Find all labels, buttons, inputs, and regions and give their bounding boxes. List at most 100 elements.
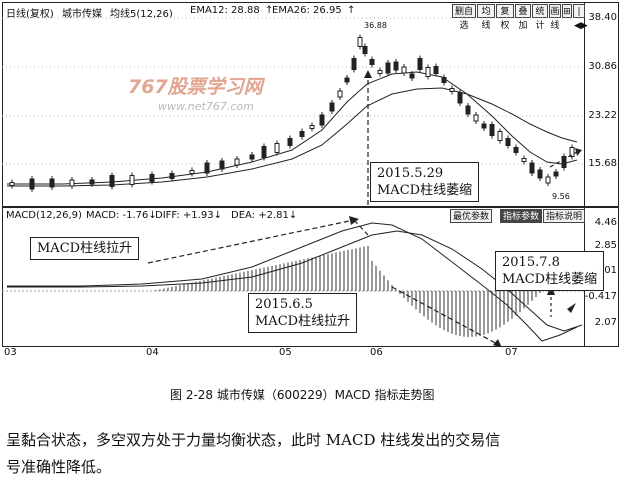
macd-axis: [585, 207, 619, 347]
candle-body: [545, 176, 551, 184]
candle-body: [261, 146, 267, 158]
price-high-label: 36.88: [364, 21, 387, 30]
candle-body: [561, 156, 567, 168]
macd-tick: 2.07: [594, 317, 617, 328]
callout-text: MACD柱线拉升: [37, 241, 133, 256]
arrow-head-up: [364, 70, 372, 78]
callout-2015-6-5: 2015.6.5 MACD柱线拉升: [248, 293, 358, 333]
candle-body: [433, 66, 439, 74]
paragraph-line: 号准确性降低。: [6, 458, 112, 476]
x-tick: 03: [4, 347, 17, 358]
candle-body: [287, 138, 293, 146]
candle-body: [513, 147, 519, 153]
candle-body: [457, 92, 463, 104]
macd-tick: 2.85: [594, 240, 617, 251]
candle-body: [569, 147, 575, 157]
candlestick-group: [9, 34, 575, 192]
indicator-help-button[interactable]: 指标说明: [543, 209, 585, 223]
candle-body: [189, 170, 195, 174]
price-panel: [2, 2, 585, 207]
watermark-url: www.net767.com: [158, 100, 254, 113]
ema12-value: EMA12: 28.88: [190, 5, 260, 16]
price-tick: 30.86: [588, 61, 617, 72]
callout-2015-5-29: 2015.5.29 MACD柱线萎缩: [370, 162, 480, 202]
candle-body: [521, 158, 527, 162]
toolbar-button-remove-favorite[interactable]: 删自选: [452, 4, 476, 31]
diff-line: [7, 222, 578, 342]
dashed-arrow-line: [549, 151, 578, 168]
arrow-head: [493, 339, 502, 347]
figure-caption: 图 2-28 城市传媒（600229）MACD 指标走势图: [170, 388, 435, 402]
candle-body: [481, 123, 487, 129]
candle-body: [219, 160, 225, 170]
candle-body: [49, 178, 55, 188]
candle-body: [149, 174, 155, 182]
callout-macd-rise-1: MACD柱线拉升: [30, 237, 140, 260]
optimal-params-button[interactable]: 最优参数: [450, 209, 492, 223]
candle-body: [351, 58, 357, 70]
candle-body: [417, 58, 423, 70]
candle-body: [401, 66, 407, 74]
chart-mode-label: 日线(复权): [6, 9, 54, 20]
candle-body: [309, 125, 315, 129]
dea-value: DEA: +2.81↓: [231, 210, 298, 221]
arrow-head: [575, 148, 582, 156]
toolbar-button-adjust[interactable]: 复权: [496, 4, 514, 31]
x-tick: 06: [370, 347, 383, 358]
dashed-arrow-line: [147, 219, 355, 264]
candle-body: [129, 175, 135, 185]
indicator-params-button[interactable]: 指标参数: [500, 209, 542, 223]
x-tick: 04: [146, 347, 159, 358]
diff-value: DIFF: +1.93↓: [155, 210, 222, 221]
candle-body: [449, 88, 455, 92]
callout-text: MACD柱线拉升: [255, 314, 351, 329]
candle-body: [465, 105, 471, 115]
ema26-line: [7, 87, 578, 187]
paragraph-line: 呈黏合状态，多空双方处于力量均衡状态，此时 MACD 柱线发出的交易信: [6, 431, 501, 449]
candle-body: [9, 182, 15, 186]
stock-name: 城市传媒: [62, 9, 102, 20]
candle-body: [249, 154, 255, 160]
candle-body: [329, 102, 335, 112]
candle-body: [69, 179, 75, 187]
price-axis: [585, 2, 619, 207]
macd-tick: 0.01: [594, 265, 617, 276]
price-tick: 23.22: [588, 110, 617, 121]
price-chart: [2, 17, 585, 207]
candle-body: [497, 131, 503, 141]
ma-label: 均线5(12,26): [110, 9, 173, 20]
toolbar-button-stats[interactable]: 统计: [532, 4, 548, 31]
candle-body: [109, 175, 115, 187]
candle-body: [473, 114, 479, 122]
dashed-arrow-line: [391, 286, 500, 346]
candle-body: [529, 162, 535, 174]
x-tick: 05: [279, 347, 292, 358]
candle-body: [319, 114, 325, 126]
price-tick: 38.40: [588, 12, 617, 23]
macd-chart: [2, 216, 585, 347]
candle-body: [409, 73, 415, 79]
ema12-arrow: ↑: [265, 5, 274, 16]
candle-body: [441, 77, 447, 83]
callout-2015-7-8: 2015.7.8 MACD柱线萎缩: [495, 251, 605, 291]
candle-body: [489, 124, 495, 136]
candle-body: [29, 178, 35, 190]
arrow-head: [349, 216, 359, 225]
watermark-logo: 767股票学习网: [128, 76, 263, 98]
callout-date: 2015.5.29: [377, 166, 444, 181]
candle-body: [553, 171, 559, 177]
price-tick: 15.68: [588, 158, 617, 169]
macd-tick: -0.417: [584, 291, 617, 302]
macd-title: MACD(12,26,9): [6, 210, 82, 221]
candle-body: [425, 67, 431, 77]
candle-body: [169, 173, 175, 179]
candle-body: [204, 162, 210, 174]
candle-body: [234, 158, 240, 166]
macd-histogram: [155, 245, 561, 337]
candle-body: [362, 46, 368, 54]
macd-value: MACD: -1.76↓: [86, 210, 157, 221]
candle-body: [337, 90, 343, 98]
candle-body: [393, 61, 399, 71]
ema26-value: EMA26: 26.95: [272, 5, 342, 16]
candle-body: [89, 179, 95, 185]
